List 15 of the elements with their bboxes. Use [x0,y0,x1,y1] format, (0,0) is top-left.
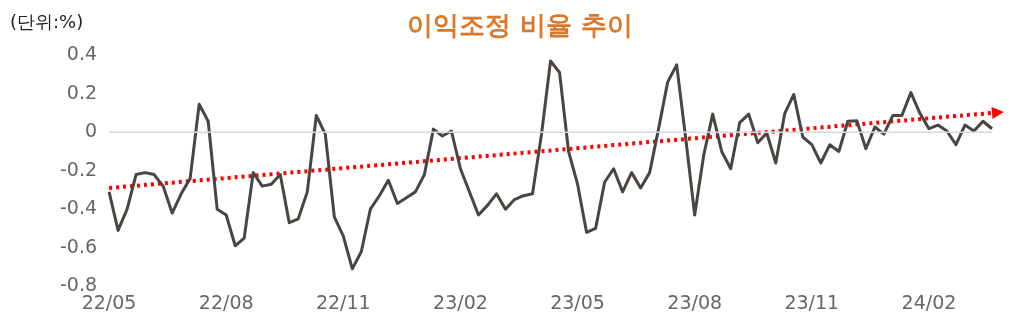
y-tick-label: -0.6 [59,234,98,257]
x-tick-label: 22/08 [198,290,254,313]
y-tick-label: -0.4 [59,196,98,219]
x-tick-label: 23/11 [784,290,840,313]
x-tick-label: 22/11 [315,290,371,313]
x-tick-label: 23/02 [433,290,488,313]
chart-title: 이익조정 비율 추이 [406,10,634,41]
x-tick-label: 23/05 [550,290,605,313]
y-tick-label: 0 [84,119,98,142]
y-axis-title: (단위:%) [10,10,84,32]
x-tick-label: 23/08 [667,290,723,313]
x-tick-label: 24/02 [901,290,957,313]
y-tick-label: -0.2 [59,157,98,180]
y-tick-label: 0.2 [66,80,98,103]
y-tick-label: 0.4 [66,42,98,65]
